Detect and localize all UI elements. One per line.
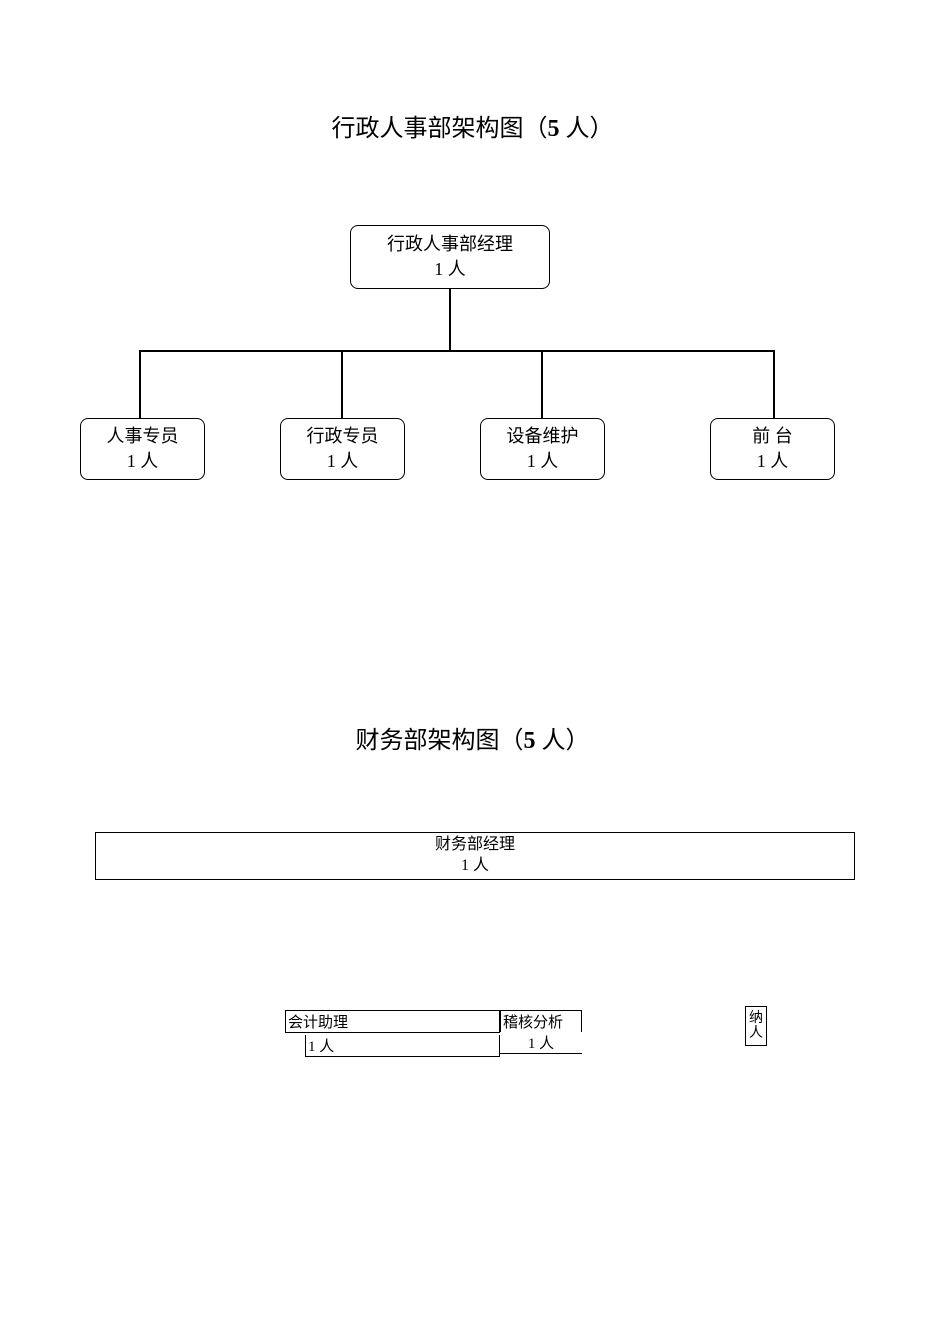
chart2-root-node: 财务部经理 1 人 — [95, 832, 855, 880]
chart2-child-label2-line1: 纳 — [749, 1011, 763, 1026]
chart1-title-count: 5 — [548, 116, 560, 142]
chart2-child-label2-line2: 人 — [749, 1026, 763, 1041]
chart1-child-label-0: 人事专员 — [107, 424, 179, 449]
chart1-child-label-3: 前 台 — [752, 424, 793, 449]
chart1-title-prefix: 行政人事部架构图（ — [332, 116, 548, 142]
chart2-child-count-1: 1 人 — [500, 1032, 582, 1054]
chart1-title: 行政人事部架构图（5 人） — [0, 108, 945, 143]
chart2-title-prefix: 财务部架构图（ — [356, 728, 524, 754]
chart1-child-count-2: 1 人 — [527, 449, 559, 474]
chart1-child-drop-2 — [541, 350, 543, 418]
chart1-child-drop-0 — [139, 350, 141, 418]
chart2-child-label-0: 会计助理 — [285, 1010, 500, 1032]
chart2-child-node-2: 纳 人 — [745, 1006, 767, 1046]
chart1-root-node: 行政人事部经理 1 人 — [350, 225, 550, 289]
chart1-child-label-2: 设备维护 — [507, 424, 579, 449]
diagram-canvas: 行政人事部架构图（5 人） 行政人事部经理 1 人 人事专员 1 人 行政专员 … — [0, 0, 945, 1338]
chart1-child-label-1: 行政专员 — [307, 424, 379, 449]
chart2-title-count: 5 — [524, 728, 536, 754]
chart1-child-count-3: 1 人 — [757, 449, 789, 474]
chart2-root-label: 财务部经理 — [435, 835, 515, 856]
chart1-title-suffix: 人） — [560, 116, 614, 142]
chart1-hbar — [140, 350, 774, 352]
chart1-root-count: 1 人 — [434, 257, 466, 282]
chart1-child-node-0: 人事专员 1 人 — [80, 418, 205, 480]
chart1-root-label: 行政人事部经理 — [387, 232, 513, 257]
chart1-child-drop-3 — [773, 350, 775, 418]
chart2-root-count: 1 人 — [461, 856, 489, 877]
chart2-child-count-0: 1 人 — [305, 1035, 500, 1057]
chart2-title: 财务部架构图（5 人） — [0, 720, 945, 755]
chart1-child-node-1: 行政专员 1 人 — [280, 418, 405, 480]
chart1-root-drop — [449, 289, 451, 350]
chart2-child-node-0: 会计助理 1 人 — [285, 1010, 500, 1057]
chart1-child-drop-1 — [341, 350, 343, 418]
chart1-child-node-3: 前 台 1 人 — [710, 418, 835, 480]
chart1-child-count-0: 1 人 — [127, 449, 159, 474]
chart2-title-suffix: 人） — [536, 728, 590, 754]
chart2-child-underline-0 — [285, 1032, 500, 1033]
chart1-child-count-1: 1 人 — [327, 449, 359, 474]
chart2-child-node-1: 稽核分析 1 人 — [500, 1010, 582, 1054]
chart2-child-label-1: 稽核分析 — [500, 1010, 582, 1032]
chart1-child-node-2: 设备维护 1 人 — [480, 418, 605, 480]
